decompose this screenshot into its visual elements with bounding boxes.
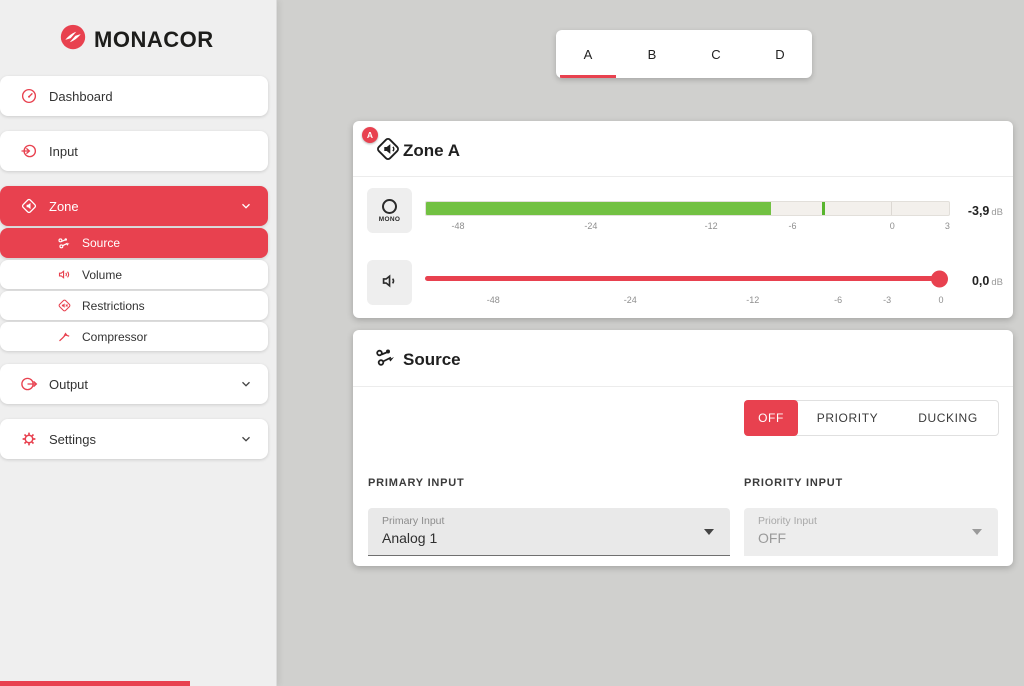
- volume-unit: dB: [991, 277, 1003, 288]
- divider: [353, 386, 1013, 387]
- primary-input-select[interactable]: Primary Input Analog 1: [368, 508, 730, 556]
- volume-tick: 0: [938, 295, 944, 305]
- volume-tick: -48: [486, 295, 500, 305]
- volume-tick: -12: [746, 295, 760, 305]
- meter-readout: -3,9 dB: [951, 202, 1003, 220]
- meter-tick: 0: [889, 221, 895, 231]
- meter-tick: -12: [704, 221, 718, 231]
- sidebar-item-dashboard[interactable]: Dashboard: [0, 76, 268, 116]
- compressor-icon: [57, 329, 72, 344]
- sidebar-item-settings[interactable]: Settings: [0, 419, 268, 459]
- dropdown-caret-icon: [704, 528, 714, 535]
- panel-title: Zone A: [403, 141, 460, 160]
- mode-ducking-button[interactable]: DUCKING: [918, 411, 978, 425]
- sidebar-item-label: Settings: [49, 431, 96, 447]
- sidebar-item-label: Input: [49, 143, 78, 159]
- volume-scale: -48 -24 -12 -6 -3 0: [425, 295, 944, 307]
- meter-unit: dB: [991, 207, 1003, 218]
- tab-label: C: [711, 46, 721, 62]
- source-icon: [57, 236, 72, 251]
- panel-title: Source: [403, 350, 461, 369]
- volume-tick: -3: [883, 295, 892, 305]
- sidebar-item-output[interactable]: Output: [0, 364, 268, 404]
- tab-label: B: [647, 46, 657, 62]
- monacor-logo-icon: [60, 24, 86, 55]
- tab-zone-b[interactable]: B: [620, 30, 684, 78]
- brand-name: MONACOR: [94, 26, 214, 52]
- sidebar-item-input[interactable]: Input: [0, 131, 268, 171]
- zone-badge: A: [362, 127, 378, 143]
- volume-tick: -6: [834, 295, 843, 305]
- mono-button[interactable]: MONO: [367, 188, 412, 233]
- select-value: OFF: [758, 530, 786, 546]
- select-label: Priority Input: [758, 515, 817, 527]
- restrictions-icon: [57, 298, 72, 313]
- level-meter-peak-indicator: [822, 202, 826, 215]
- zone-icon: [20, 197, 38, 215]
- zone-tabs: A B C D: [556, 30, 812, 78]
- meter-tick: -6: [788, 221, 797, 231]
- priority-input-select[interactable]: Priority Input OFF: [744, 508, 998, 556]
- mode-priority-button[interactable]: PRIORITY: [816, 411, 879, 425]
- sidebar-item-label: Source: [82, 236, 121, 250]
- sidebar: MONACOR Dashboard Input Zone: [0, 0, 277, 686]
- output-icon: [20, 375, 38, 393]
- level-meter-gridline: [891, 202, 893, 215]
- sidebar-subitem-source[interactable]: Source: [0, 228, 268, 258]
- tab-zone-a[interactable]: A: [556, 30, 620, 78]
- sidebar-partial-item: [0, 681, 190, 686]
- meter-tick: -48: [451, 221, 465, 231]
- chevron-down-icon: [238, 376, 254, 392]
- sidebar-item-label: Restrictions: [82, 298, 145, 313]
- mono-circle-icon: [382, 198, 397, 214]
- volume-tick: -24: [623, 295, 637, 305]
- source-panel: Source OFF PRIORITY DUCKING PRIMARY INPU…: [353, 330, 1013, 566]
- mute-button[interactable]: [367, 260, 412, 305]
- chevron-down-icon: [238, 431, 254, 447]
- sidebar-item-label: Compressor: [82, 329, 148, 344]
- mono-label: MONO: [378, 215, 401, 223]
- zone-speaker-icon: [374, 135, 402, 168]
- volume-value: 0,0: [971, 274, 990, 288]
- dropdown-caret-icon: [972, 529, 982, 535]
- tab-zone-d[interactable]: D: [748, 30, 812, 78]
- sidebar-item-label: Output: [49, 376, 89, 392]
- primary-input-heading: PRIMARY INPUT: [368, 477, 465, 489]
- volume-icon: [57, 267, 72, 282]
- priority-input-heading: PRIORITY INPUT: [744, 477, 844, 489]
- sidebar-item-label: Volume: [82, 267, 123, 282]
- divider: [353, 176, 1013, 177]
- tab-label: D: [775, 46, 785, 62]
- select-value: Analog 1: [382, 530, 438, 546]
- meter-tick: -24: [584, 221, 598, 231]
- select-label: Primary Input: [382, 515, 445, 527]
- volume-readout: 0,0 dB: [951, 272, 1003, 290]
- sidebar-item-label: Dashboard: [49, 88, 113, 104]
- dashboard-icon: [20, 87, 38, 105]
- volume-slider-thumb[interactable]: [931, 270, 948, 287]
- speaker-icon: [379, 270, 401, 295]
- zone-panel: A Zone A MONO -48 -24 -12 -6 0 3 -3,9 dB: [353, 121, 1013, 318]
- sidebar-item-zone[interactable]: Zone: [0, 186, 268, 226]
- meter-tick: 3: [944, 221, 950, 231]
- chevron-down-icon: [238, 198, 254, 214]
- meter-scale: -48 -24 -12 -6 0 3: [425, 221, 950, 233]
- level-meter-fill: [426, 202, 772, 215]
- sidebar-subitem-volume[interactable]: Volume: [0, 260, 268, 289]
- sidebar-subitem-compressor[interactable]: Compressor: [0, 322, 268, 351]
- volume-slider[interactable]: [425, 270, 948, 287]
- level-meter: [425, 201, 950, 216]
- source-nodes-icon: [374, 346, 398, 375]
- active-tab-indicator: [560, 75, 616, 78]
- settings-icon: [20, 430, 38, 448]
- brand-logo: MONACOR: [60, 24, 214, 55]
- source-mode-toggle: OFF PRIORITY DUCKING: [744, 400, 999, 436]
- meter-value: -3,9: [967, 204, 990, 218]
- input-icon: [20, 142, 38, 160]
- mode-off-button[interactable]: OFF: [744, 400, 798, 436]
- tab-zone-c[interactable]: C: [684, 30, 748, 78]
- tab-label: A: [583, 46, 593, 62]
- sidebar-item-label: Zone: [49, 198, 79, 214]
- sidebar-subitem-restrictions[interactable]: Restrictions: [0, 291, 268, 320]
